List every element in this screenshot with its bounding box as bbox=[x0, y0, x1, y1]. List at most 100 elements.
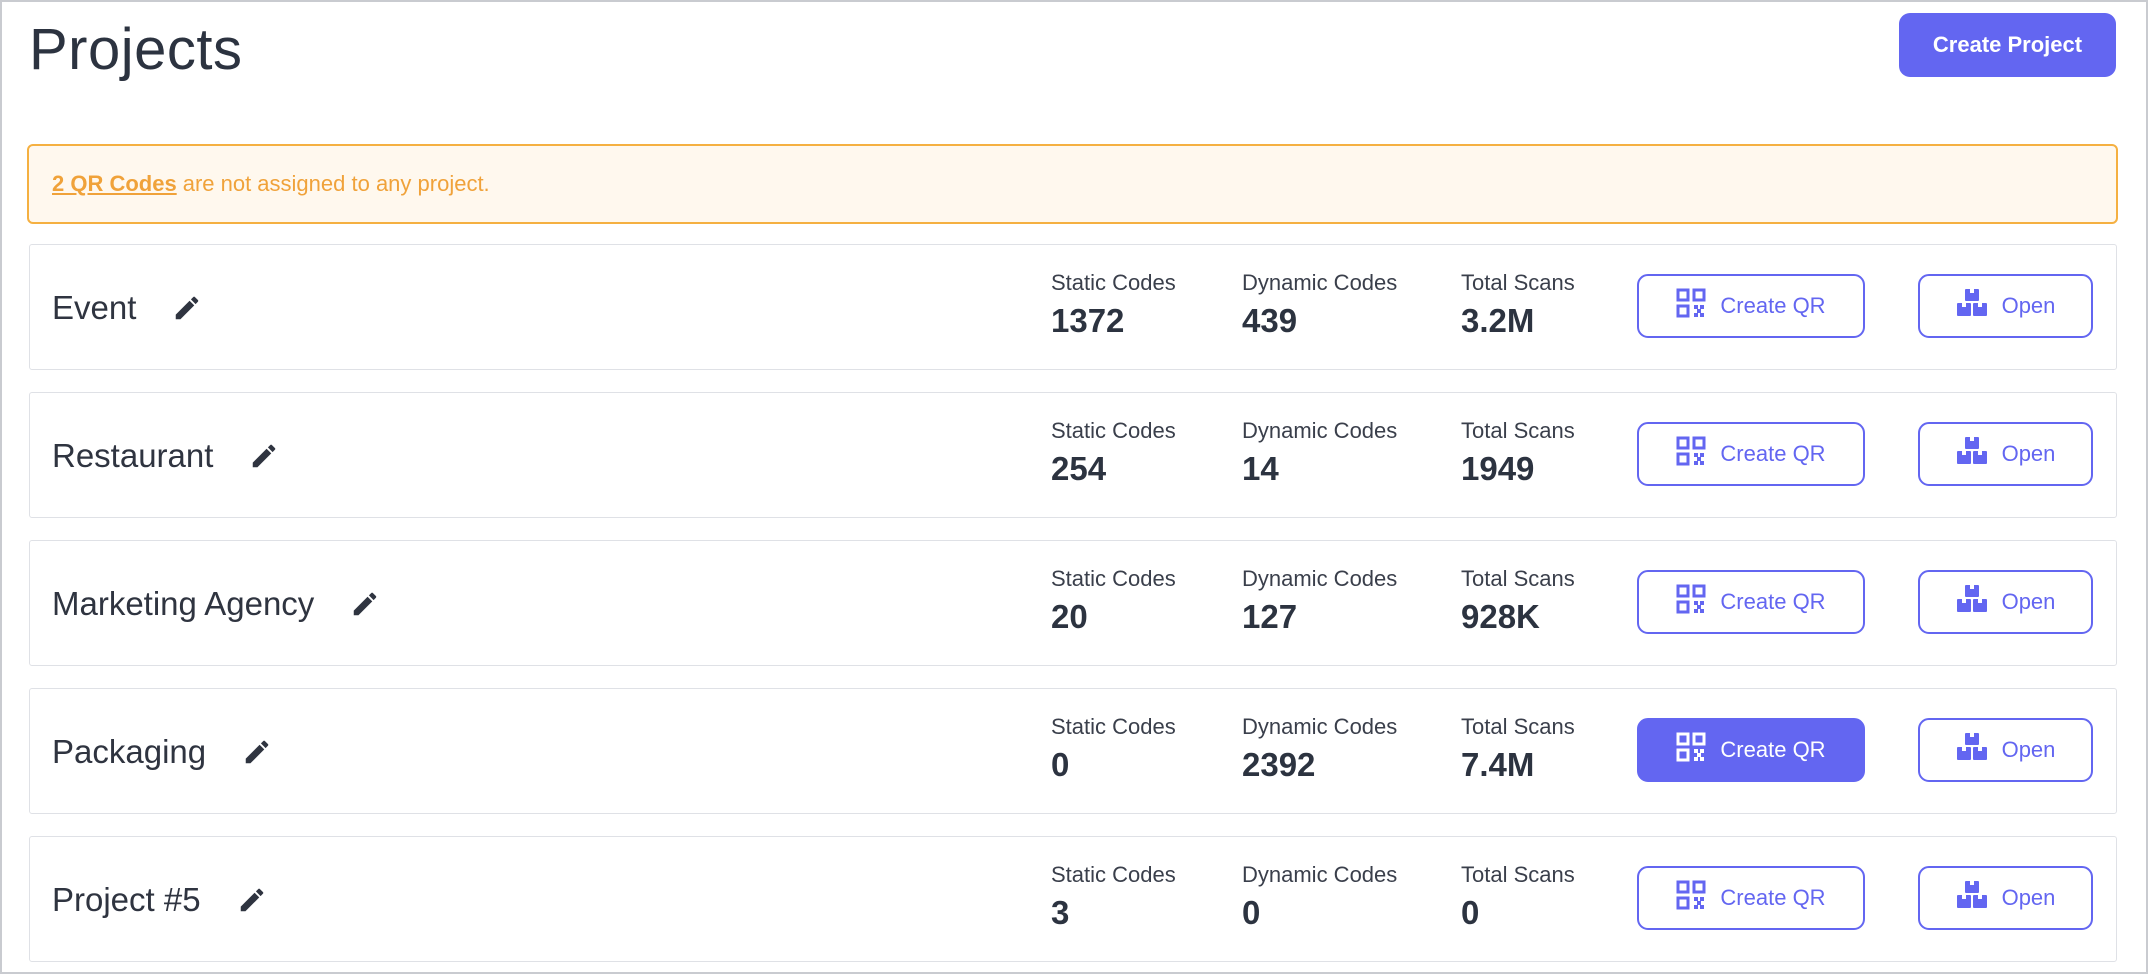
dynamic-codes-label: Dynamic Codes bbox=[1242, 270, 1398, 295]
project-name-container: Restaurant bbox=[52, 393, 279, 519]
project-name-container: Marketing Agency bbox=[52, 541, 380, 667]
boxes-icon bbox=[1956, 436, 1988, 472]
total-scans-stat: Total Scans 0 bbox=[1461, 861, 1575, 935]
project-row: Project #5 Static Codes 3 Dynamic Codes 0 Tot… bbox=[29, 836, 2117, 962]
static-codes-stat: Static Codes 3 bbox=[1051, 861, 1176, 935]
total-scans-value: 0 bbox=[1461, 894, 1480, 931]
open-button[interactable]: Open bbox=[1918, 422, 2093, 486]
project-name: Packaging bbox=[52, 733, 207, 770]
static-codes-value: 20 bbox=[1051, 598, 1088, 635]
static-codes-label: Static Codes bbox=[1051, 270, 1176, 295]
pencil-icon[interactable] bbox=[350, 589, 380, 619]
create-qr-label: Create QR bbox=[1720, 441, 1826, 466]
total-scans-label: Total Scans bbox=[1461, 270, 1575, 295]
dynamic-codes-value: 14 bbox=[1242, 450, 1279, 487]
dynamic-codes-label: Dynamic Codes bbox=[1242, 862, 1398, 887]
create-qr-button[interactable]: Create QR bbox=[1637, 274, 1865, 338]
open-button[interactable]: Open bbox=[1918, 718, 2093, 782]
static-codes-stat: Static Codes 0 bbox=[1051, 713, 1176, 787]
dynamic-codes-value: 0 bbox=[1242, 894, 1261, 931]
dynamic-codes-stat: Dynamic Codes 439 bbox=[1242, 269, 1397, 343]
boxes-icon bbox=[1956, 288, 1988, 324]
total-scans-label: Total Scans bbox=[1461, 418, 1575, 443]
open-label: Open bbox=[2001, 737, 2056, 762]
static-codes-value: 1372 bbox=[1051, 302, 1125, 339]
total-scans-label: Total Scans bbox=[1461, 566, 1575, 591]
open-label: Open bbox=[2001, 589, 2056, 614]
total-scans-value: 1949 bbox=[1461, 450, 1535, 487]
total-scans-stat: Total Scans 928K bbox=[1461, 565, 1575, 639]
unassigned-qr-codes-link[interactable]: 2 QR Codes bbox=[52, 171, 177, 196]
dynamic-codes-label: Dynamic Codes bbox=[1242, 418, 1398, 443]
dynamic-codes-value: 2392 bbox=[1242, 746, 1316, 783]
page-title: Projects bbox=[29, 17, 243, 82]
total-scans-label: Total Scans bbox=[1461, 714, 1575, 739]
open-label: Open bbox=[2001, 441, 2056, 466]
boxes-icon bbox=[1956, 880, 1988, 916]
pencil-icon[interactable] bbox=[249, 441, 279, 471]
total-scans-value: 7.4M bbox=[1461, 746, 1535, 783]
create-qr-button[interactable]: Create QR bbox=[1637, 866, 1865, 930]
project-name: Project #5 bbox=[52, 881, 201, 918]
dynamic-codes-value: 127 bbox=[1242, 598, 1298, 635]
qr-code-icon bbox=[1676, 732, 1706, 768]
project-name: Event bbox=[52, 289, 137, 326]
open-label: Open bbox=[2001, 885, 2056, 910]
open-label: Open bbox=[2001, 293, 2056, 318]
create-qr-label: Create QR bbox=[1720, 293, 1826, 318]
project-row: Marketing Agency Static Codes 20 Dynamic Co… bbox=[29, 540, 2117, 666]
create-qr-button[interactable]: Create QR bbox=[1637, 570, 1865, 634]
pencil-icon[interactable] bbox=[242, 737, 272, 767]
dynamic-codes-stat: Dynamic Codes 127 bbox=[1242, 565, 1397, 639]
qr-code-icon bbox=[1676, 584, 1706, 620]
create-qr-button[interactable]: Create QR bbox=[1637, 422, 1865, 486]
total-scans-stat: Total Scans 1949 bbox=[1461, 417, 1575, 491]
static-codes-label: Static Codes bbox=[1051, 566, 1176, 591]
qr-code-icon bbox=[1676, 880, 1706, 916]
static-codes-stat: Static Codes 1372 bbox=[1051, 269, 1176, 343]
total-scans-label: Total Scans bbox=[1461, 862, 1575, 887]
total-scans-value: 3.2M bbox=[1461, 302, 1535, 339]
create-qr-button[interactable]: Create QR bbox=[1637, 718, 1865, 782]
dynamic-codes-stat: Dynamic Codes 2392 bbox=[1242, 713, 1397, 787]
unassigned-alert: 2 QR Codes are not assigned to any proje… bbox=[27, 144, 2118, 224]
dynamic-codes-stat: Dynamic Codes 14 bbox=[1242, 417, 1397, 491]
alert-message: are not assigned to any project. bbox=[182, 171, 490, 196]
total-scans-value: 928K bbox=[1461, 598, 1540, 635]
project-row: Restaurant Static Codes 254 Dynamic Codes 14… bbox=[29, 392, 2117, 518]
create-qr-label: Create QR bbox=[1720, 737, 1826, 762]
qr-code-icon bbox=[1676, 436, 1706, 472]
create-qr-label: Create QR bbox=[1720, 589, 1826, 614]
project-row: Event Static Codes 1372 Dynamic Codes 439 Tot… bbox=[29, 244, 2117, 370]
dynamic-codes-value: 439 bbox=[1242, 302, 1298, 339]
boxes-icon bbox=[1956, 584, 1988, 620]
pencil-icon[interactable] bbox=[237, 885, 267, 915]
static-codes-value: 0 bbox=[1051, 746, 1070, 783]
dynamic-codes-label: Dynamic Codes bbox=[1242, 714, 1398, 739]
dynamic-codes-label: Dynamic Codes bbox=[1242, 566, 1398, 591]
boxes-icon bbox=[1956, 732, 1988, 768]
open-button[interactable]: Open bbox=[1918, 274, 2093, 338]
static-codes-stat: Static Codes 20 bbox=[1051, 565, 1176, 639]
total-scans-stat: Total Scans 7.4M bbox=[1461, 713, 1575, 787]
open-button[interactable]: Open bbox=[1918, 570, 2093, 634]
static-codes-value: 3 bbox=[1051, 894, 1070, 931]
static-codes-label: Static Codes bbox=[1051, 862, 1176, 887]
pencil-icon[interactable] bbox=[172, 293, 202, 323]
project-name-container: Event bbox=[52, 245, 202, 371]
project-name: Marketing Agency bbox=[52, 585, 315, 622]
project-name-container: Packaging bbox=[52, 689, 272, 815]
project-name-container: Project #5 bbox=[52, 837, 267, 963]
create-qr-label: Create QR bbox=[1720, 885, 1826, 910]
static-codes-value: 254 bbox=[1051, 450, 1107, 487]
static-codes-label: Static Codes bbox=[1051, 418, 1176, 443]
qr-code-icon bbox=[1676, 288, 1706, 324]
static-codes-stat: Static Codes 254 bbox=[1051, 417, 1176, 491]
open-button[interactable]: Open bbox=[1918, 866, 2093, 930]
total-scans-stat: Total Scans 3.2M bbox=[1461, 269, 1575, 343]
create-project-button[interactable]: Create Project bbox=[1899, 13, 2116, 77]
project-row: Packaging Static Codes 0 Dynamic Codes 2392 T… bbox=[29, 688, 2117, 814]
dynamic-codes-stat: Dynamic Codes 0 bbox=[1242, 861, 1397, 935]
static-codes-label: Static Codes bbox=[1051, 714, 1176, 739]
